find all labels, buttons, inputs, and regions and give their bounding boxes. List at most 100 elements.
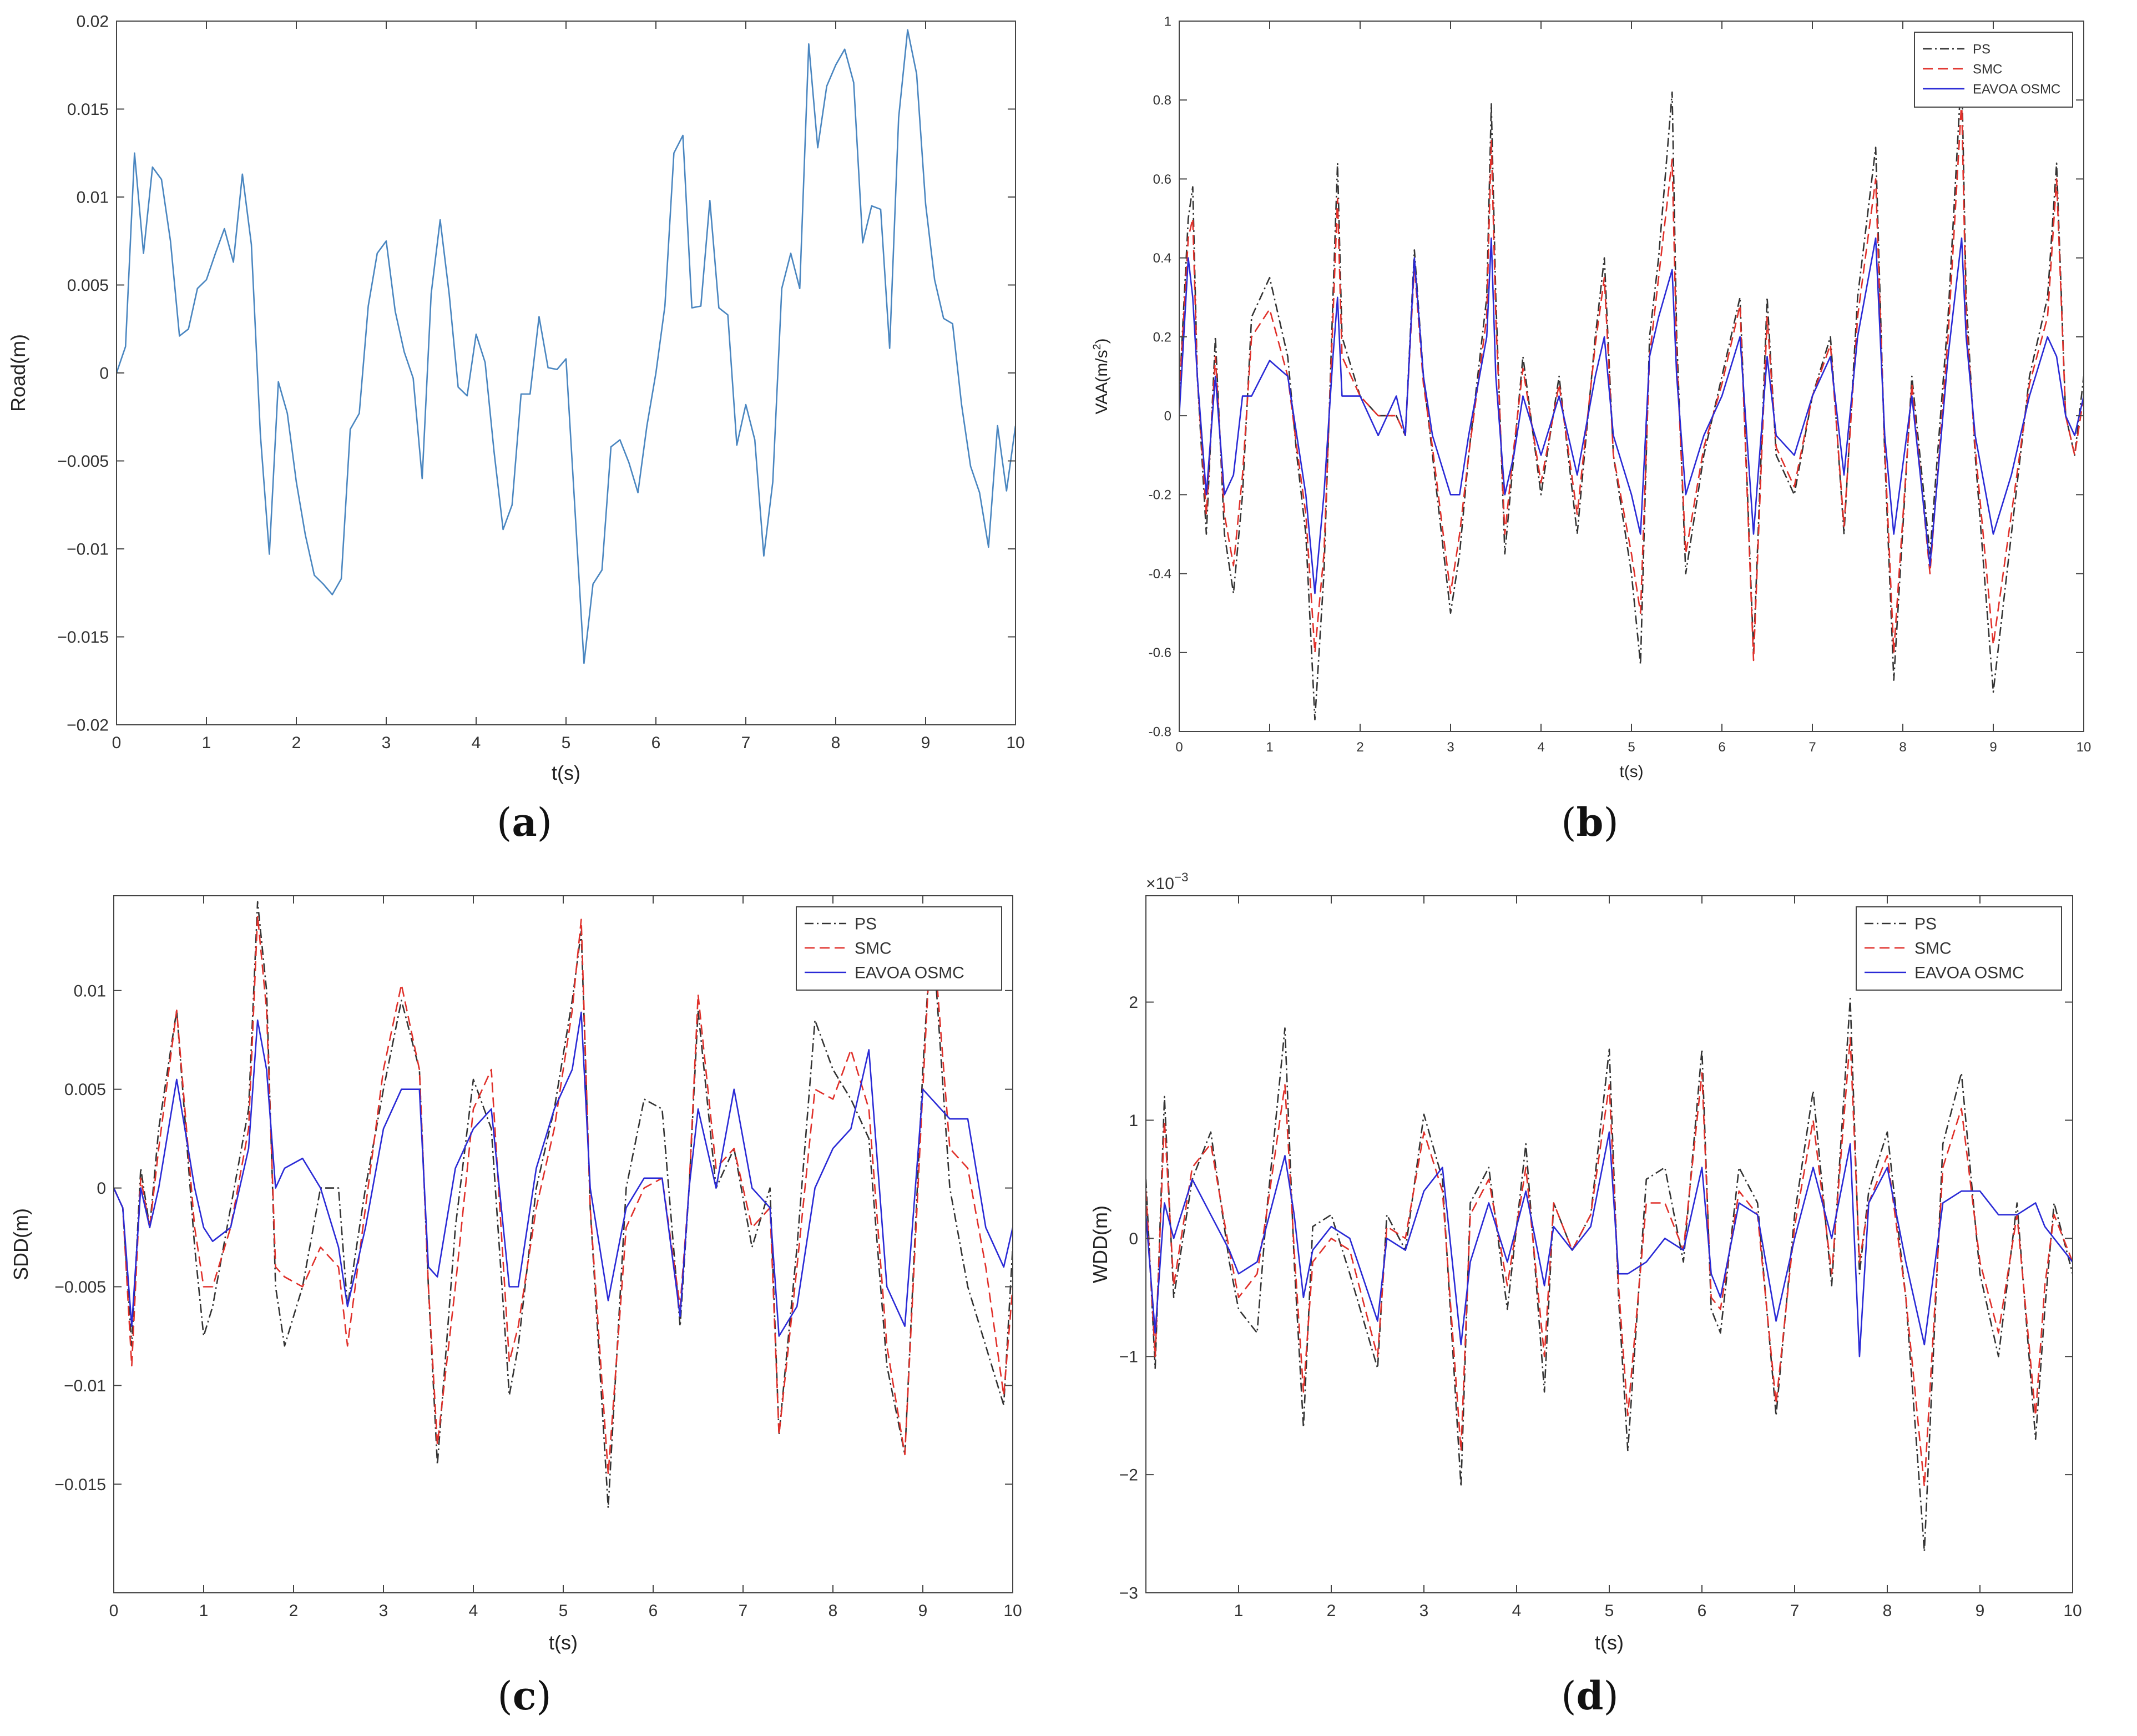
legend-box bbox=[1856, 906, 2062, 991]
y-tick-label: 0.02 bbox=[77, 13, 109, 31]
series-line-eavoa-osmc bbox=[1146, 1131, 2073, 1357]
y-tick-label: 0.015 bbox=[67, 100, 109, 119]
x-tick-label: 5 bbox=[1628, 740, 1635, 755]
x-tick-label: 6 bbox=[649, 1602, 658, 1620]
legend-label: SMC bbox=[1973, 62, 2002, 77]
y-tick-label: −0.005 bbox=[54, 1278, 106, 1296]
x-tick-label: 1 bbox=[199, 1602, 209, 1620]
y-tick-label: −0.01 bbox=[67, 541, 109, 559]
axes-frame bbox=[1145, 895, 2073, 1593]
x-tick-label: 9 bbox=[1989, 740, 1997, 755]
x-tick-label: 8 bbox=[1883, 1602, 1892, 1620]
panel-d: 1 2 3 4 5 6 7 8 9 10 −3 −2 −1 0 1 2 t(s) WDD(m) ×10−3 PS SMC… bbox=[1068, 868, 2137, 1736]
x-tick-label: 2 bbox=[289, 1602, 299, 1620]
sdd-chart: 0 1 2 3 4 5 6 7 8 9 10 −0.015 −0.01 −0.005 0 0.005 0.01 t… bbox=[9, 895, 1022, 1654]
legend-label: PS bbox=[1973, 42, 1991, 57]
x-tick-label: 2 bbox=[1327, 1602, 1336, 1620]
caption-d: (d) bbox=[1561, 1673, 1619, 1719]
y-axis-label: VAA(m/s2) bbox=[1091, 339, 1111, 415]
x-tick-label: 3 bbox=[379, 1602, 388, 1620]
y-axis-label-close: ) bbox=[1093, 339, 1111, 344]
caption-c: (c) bbox=[497, 1673, 552, 1719]
axes-frame bbox=[116, 21, 1016, 725]
x-tick-label: 4 bbox=[1512, 1602, 1522, 1620]
y-tick-label: 0.01 bbox=[74, 982, 106, 1000]
x-axis-label: t(s) bbox=[552, 761, 580, 784]
x-tick-label: 7 bbox=[1790, 1602, 1800, 1620]
y-axis-label: Road(m) bbox=[7, 334, 29, 412]
x-tick-label: 3 bbox=[1419, 1602, 1429, 1620]
y-tick-label: 0.2 bbox=[1153, 330, 1171, 345]
x-tick-label: 6 bbox=[1718, 740, 1725, 755]
caption-d-letter: d bbox=[1576, 1673, 1604, 1719]
x-tick-label: 10 bbox=[2063, 1602, 2082, 1620]
y-tick-label: 0.4 bbox=[1153, 251, 1171, 266]
x-tick-label: 5 bbox=[1605, 1602, 1614, 1620]
legend-box bbox=[1914, 32, 2073, 108]
legend-label: EAVOA OSMC bbox=[855, 964, 964, 982]
x-tick-label: 5 bbox=[559, 1602, 568, 1620]
x-tick-label: 2 bbox=[292, 734, 301, 752]
legend-label: EAVOA OSMC bbox=[1973, 82, 2060, 97]
y-tick-label: 0 bbox=[1129, 1230, 1138, 1248]
legend-label: SMC bbox=[855, 940, 892, 958]
x-tick-label: 1 bbox=[1234, 1602, 1244, 1620]
x-tick-label: 7 bbox=[739, 1602, 748, 1620]
x-tick-label: 1 bbox=[202, 734, 211, 752]
y-axis-label: SDD(m) bbox=[9, 1208, 32, 1280]
x-tick-label: 7 bbox=[1808, 740, 1816, 755]
axes-frame bbox=[113, 895, 1013, 1593]
legend-box bbox=[796, 906, 1002, 991]
x-tick-label: 7 bbox=[741, 734, 751, 752]
y-tick-label: −0.01 bbox=[64, 1377, 106, 1395]
y-exponent-base: ×10 bbox=[1146, 875, 1174, 893]
x-tick-label: 5 bbox=[562, 734, 571, 752]
x-tick-label: 10 bbox=[1006, 734, 1024, 752]
y-tick-label: −0.02 bbox=[67, 716, 109, 735]
y-tick-label: 1 bbox=[1129, 1112, 1138, 1130]
series-line-smc bbox=[1146, 1037, 2073, 1487]
x-tick-label: 6 bbox=[1698, 1602, 1707, 1620]
series-line-smc bbox=[114, 915, 1013, 1475]
y-tick-label: −2 bbox=[1119, 1466, 1138, 1485]
y-tick-label: −0.015 bbox=[57, 628, 109, 647]
y-tick-label: −3 bbox=[1119, 1584, 1138, 1603]
y-tick-label: −0.015 bbox=[54, 1476, 106, 1494]
legend: PS SMC EAVOA OSMC bbox=[796, 906, 1002, 991]
x-tick-label: 3 bbox=[1447, 740, 1454, 755]
series-line-ps bbox=[1146, 997, 2073, 1552]
panel-c: 0 1 2 3 4 5 6 7 8 9 10 −0.015 −0.01 −0.005 0 0.005 0.01 t… bbox=[0, 868, 1068, 1736]
caption-c-letter: c bbox=[512, 1673, 537, 1719]
y-tick-label: -0.6 bbox=[1149, 645, 1171, 660]
x-tick-label: 8 bbox=[1899, 740, 1906, 755]
panel-a: 0 1 2 3 4 5 6 7 8 9 10 −0.02 −0.015 −0.01 −0.005 0 0.005… bbox=[0, 0, 1068, 868]
y-axis-label-sup: 2 bbox=[1091, 344, 1103, 350]
legend-label: PS bbox=[1914, 915, 1937, 933]
y-tick-label: 0.01 bbox=[77, 189, 109, 207]
series-line-eavoa-osmc bbox=[1179, 237, 2084, 594]
x-tick-label: 4 bbox=[469, 1602, 478, 1620]
road-chart: 0 1 2 3 4 5 6 7 8 9 10 −0.02 −0.015 −0.01 −0.005 0 0.005… bbox=[7, 13, 1025, 785]
axes-frame bbox=[1179, 21, 2084, 732]
y-axis-label: WDD(m) bbox=[1089, 1205, 1112, 1283]
caption-a-letter: a bbox=[512, 799, 537, 845]
x-tick-label: 8 bbox=[828, 1602, 838, 1620]
x-axis-label: t(s) bbox=[1595, 1631, 1624, 1654]
y-tick-label: -0.8 bbox=[1149, 724, 1171, 739]
y-tick-label: −0.005 bbox=[57, 452, 109, 471]
x-tick-label: 0 bbox=[1175, 740, 1183, 755]
y-tick-label: -0.4 bbox=[1149, 567, 1171, 582]
y-tick-label: 0.005 bbox=[67, 276, 109, 295]
y-tick-label: 1 bbox=[1164, 14, 1171, 29]
y-tick-label: 2 bbox=[1129, 993, 1138, 1012]
y-tick-label: 0 bbox=[99, 365, 109, 383]
x-tick-label: 2 bbox=[1356, 740, 1363, 755]
y-tick-label: 0.005 bbox=[64, 1081, 106, 1099]
x-tick-label: 0 bbox=[112, 734, 122, 752]
series-line-eavoa-osmc bbox=[114, 1011, 1013, 1337]
panel-b: 0 1 2 3 4 5 6 7 8 9 10 -0.8 -0.6 -0.4 -0.2 0 0.2 0.4 0.6 0.… bbox=[1068, 0, 2137, 868]
y-tick-label: 0 bbox=[97, 1179, 106, 1198]
y-tick-label: 0 bbox=[1164, 409, 1171, 424]
legend-label: SMC bbox=[1914, 940, 1952, 958]
y-exponent-power: −3 bbox=[1174, 870, 1189, 884]
